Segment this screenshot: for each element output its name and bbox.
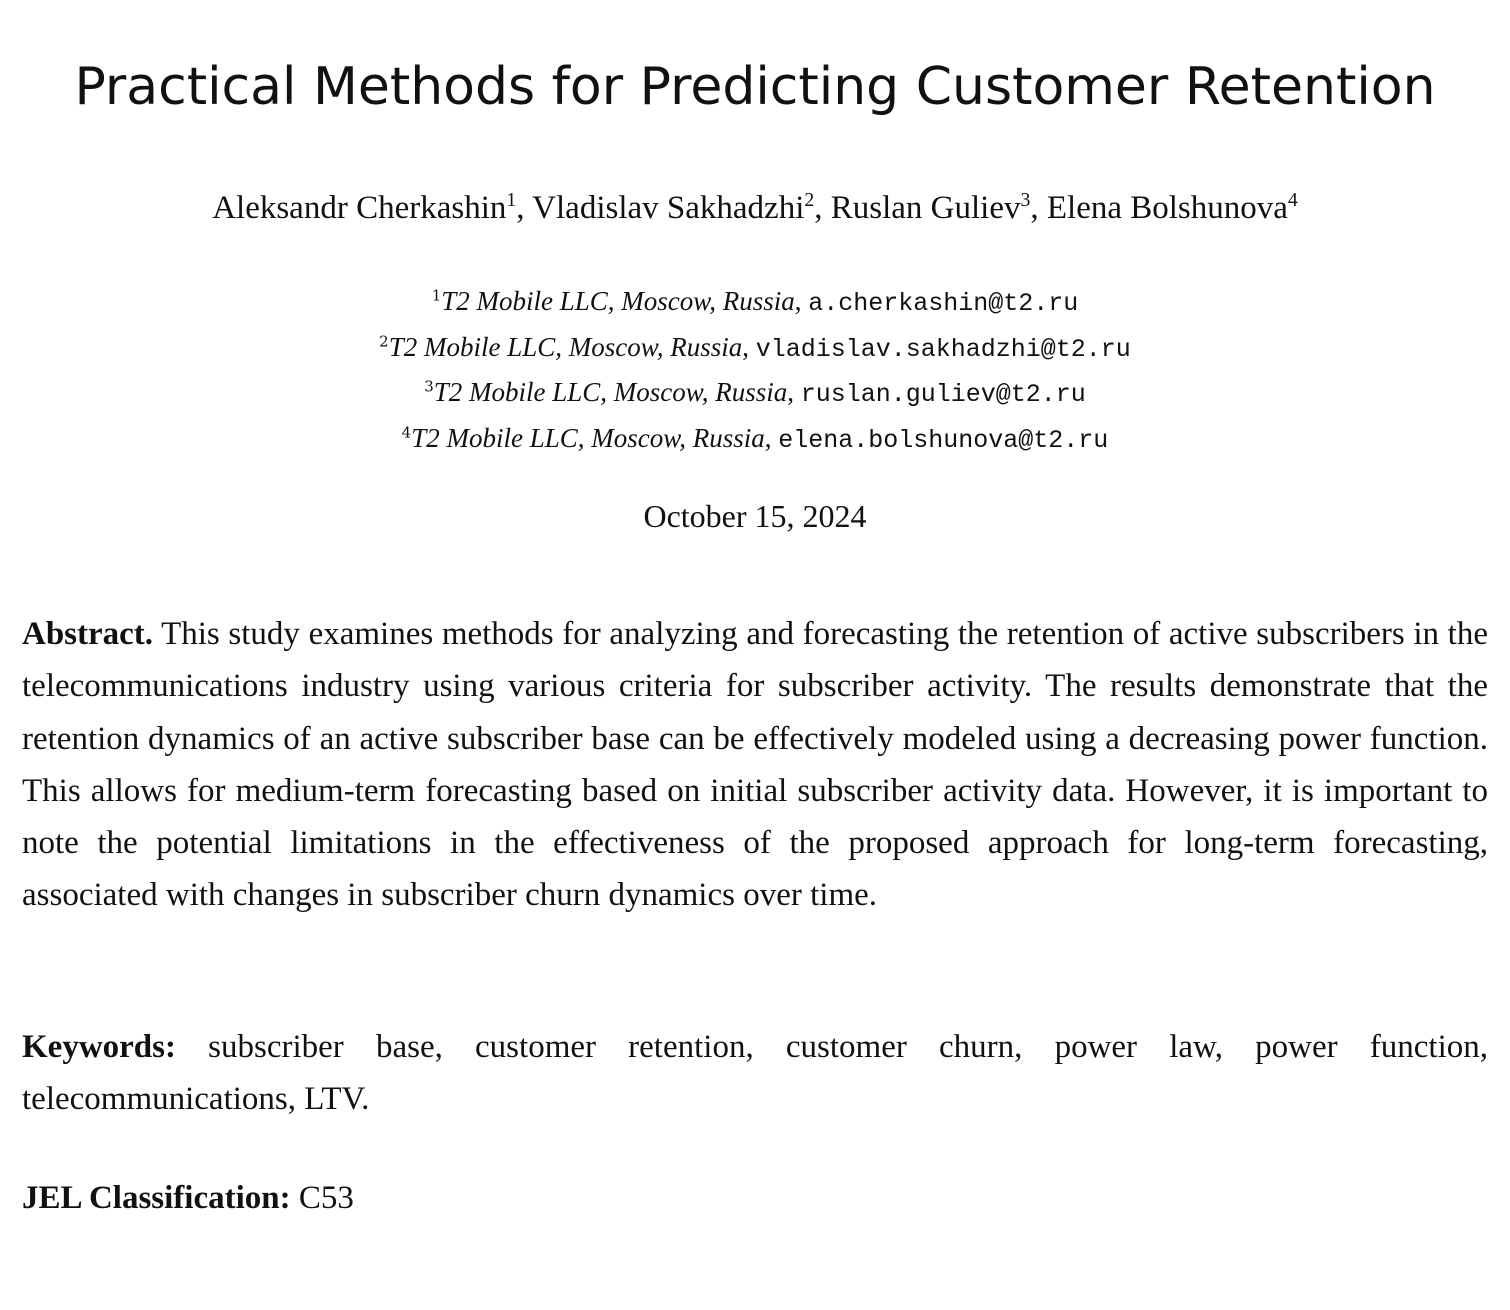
- affiliation-email[interactable]: elena.bolshunova@t2.ru: [778, 425, 1109, 455]
- author: Vladislav Sakhadzhi2,: [532, 190, 831, 226]
- author-affiliation-mark: 4: [1287, 189, 1298, 211]
- author-name: Elena Bolshunova: [1046, 190, 1288, 226]
- affiliation-mark: 3: [424, 377, 434, 396]
- affiliation-email[interactable]: a.cherkashin@t2.ru: [808, 289, 1079, 318]
- affiliation: 1T2 Mobile LLC, Moscow, Russia, a.cherka…: [431, 286, 1079, 318]
- abstract-label: Abstract.: [22, 616, 154, 652]
- affiliation-mark: 4: [401, 423, 412, 442]
- author: Elena Bolshunova4: [1047, 190, 1298, 226]
- author-affiliation-mark: 2: [804, 189, 815, 211]
- author-name: Aleksandr Cherkashin: [212, 190, 507, 226]
- jel-label: JEL Classification:: [22, 1180, 291, 1216]
- author: Aleksandr Cherkashin1,: [212, 190, 532, 226]
- affiliation-mark: 2: [379, 332, 389, 351]
- author-name: Vladislav Sakhadzhi: [532, 190, 805, 226]
- affiliation-email[interactable]: ruslan.guliev@t2.ru: [800, 380, 1086, 409]
- affiliation-org: T2 Mobile LLC, Moscow, Russia: [441, 286, 795, 316]
- author-separator: ,: [814, 190, 831, 226]
- jel-code: C53: [298, 1180, 354, 1216]
- author-affiliation-mark: 3: [1020, 189, 1031, 211]
- affiliation-org: T2 Mobile LLC, Moscow, Russia: [411, 422, 765, 453]
- jel-classification: JEL Classification: C53: [22, 1172, 1488, 1224]
- affiliation-email[interactable]: vladislav.sakhadzhi@t2.ru: [755, 334, 1131, 364]
- paper-date: October 15, 2024: [643, 498, 867, 534]
- affiliation: 2T2 Mobile LLC, Moscow, Russia, vladisla…: [379, 331, 1131, 364]
- keywords-text: subscriber base, customer retention, cus…: [22, 1029, 1489, 1118]
- affiliation-org: T2 Mobile LLC, Moscow, Russia: [388, 331, 743, 362]
- affiliation: 3T2 Mobile LLC, Moscow, Russia, ruslan.g…: [424, 377, 1086, 409]
- author-list: Aleksandr Cherkashin1, Vladislav Sakhadz…: [0, 186, 1510, 230]
- affiliation-org: T2 Mobile LLC, Moscow, Russia: [433, 377, 788, 407]
- author-separator: ,: [516, 190, 533, 226]
- author-affiliation-mark: 1: [506, 189, 517, 211]
- author-separator: ,: [1030, 190, 1047, 226]
- keywords: Keywords: subscriber base, customer rete…: [22, 1021, 1488, 1126]
- keywords-label: Keywords:: [22, 1029, 176, 1065]
- paper-title: Practical Methods for Predicting Custome…: [74, 57, 1436, 117]
- abstract-text: This study examines methods for analyzin…: [22, 616, 1488, 914]
- affiliation-list: 1T2 Mobile LLC, Moscow, Russia, a.cherka…: [0, 280, 1510, 462]
- author-name: Ruslan Guliev: [830, 190, 1021, 226]
- affiliation: 4T2 Mobile LLC, Moscow, Russia, elena.bo…: [401, 422, 1109, 455]
- abstract: Abstract. This study examines methods fo…: [22, 608, 1488, 922]
- affiliation-mark: 1: [431, 286, 442, 305]
- author: Ruslan Guliev3,: [831, 190, 1047, 226]
